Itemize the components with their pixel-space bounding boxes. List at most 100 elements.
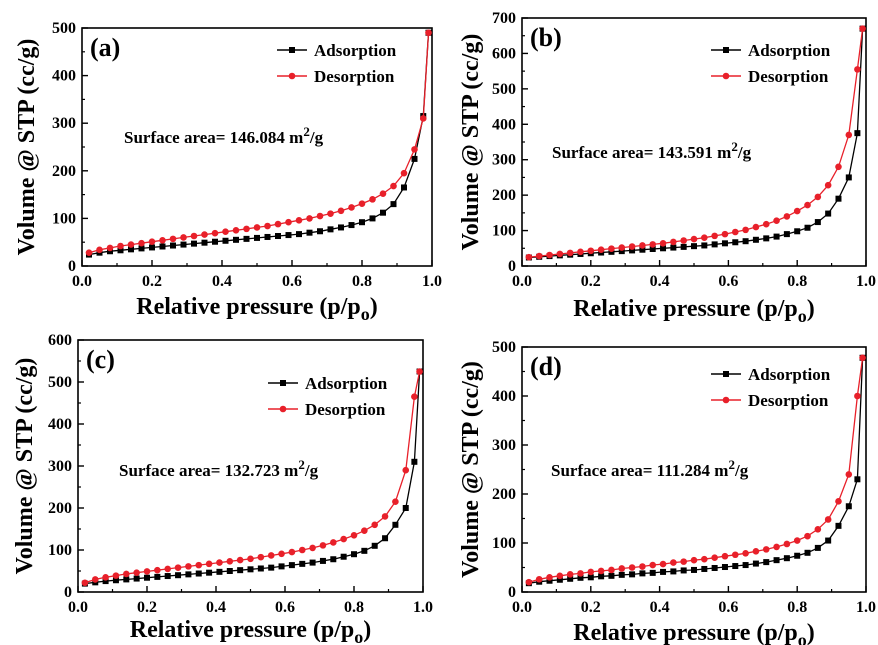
panel-a-adsorption-series-point xyxy=(317,228,323,235)
panel-d-desorption-series-point xyxy=(587,568,595,576)
panel-c-label: (c) xyxy=(86,345,115,374)
panel-b-adsorption-series-point xyxy=(804,224,811,231)
panel-c-x-tick-label: 0.8 xyxy=(344,599,364,616)
panel-c-legend-swatch-marker xyxy=(280,380,286,386)
panel-a-desorption-series-point xyxy=(148,238,156,246)
panel-b-y-tick-label: 300 xyxy=(492,152,516,169)
panel-d-desorption-series-point xyxy=(793,537,801,544)
panel-b-desorption-series-point xyxy=(597,246,605,254)
panel-a-adsorption-series-point xyxy=(401,184,407,191)
panel-a-y-tick-label: 200 xyxy=(52,163,76,180)
panel-d-adsorption-series-line xyxy=(528,357,864,584)
panel-d: 0.0 0.2 0.4 0.6 0.8 1.0 0 100 200 300 400 500 Adsorp… xyxy=(458,339,876,645)
panel-d-desorption-series-point xyxy=(670,559,677,566)
panel-c-desorption-series-point xyxy=(91,576,99,583)
panel-d-adsorption-series-point xyxy=(577,574,584,581)
panel-a-x-tick-label: 0.0 xyxy=(72,273,92,290)
panel-a-adsorption-series-point xyxy=(107,248,113,255)
panel-c-desorption-series-point xyxy=(330,539,337,546)
panel-c-legend-label: Desorption xyxy=(305,400,386,419)
panel-c-y-tick-label: 100 xyxy=(48,542,72,559)
panel-d-desorption-series-point xyxy=(773,543,780,551)
panel-c-desorption-series-line xyxy=(84,371,421,584)
panel-a-y-tick-label: 0 xyxy=(68,258,76,275)
panel-b-legend-adsorption: Adsorption xyxy=(711,41,831,60)
panel-d-adsorption-series-point xyxy=(845,503,852,510)
panel-a-legend-swatch-marker xyxy=(289,47,295,53)
panel-c-desorption-series-point xyxy=(288,548,296,556)
panel-b-adsorption-series-point xyxy=(814,219,821,226)
panel-c-desorption-series-point xyxy=(112,572,120,579)
panel-d-x-tick-label: 0.4 xyxy=(650,599,670,616)
panel-a-annotation-tail: /g xyxy=(309,128,324,147)
panel-c-y-tick-label: 0 xyxy=(64,584,72,601)
panel-a-desorption-series-point xyxy=(201,231,208,238)
panel-b-desorption-series-point xyxy=(608,245,615,252)
panel-d-desorption-series-point xyxy=(680,558,687,565)
panel-b-legend-desorption: Desorption xyxy=(711,67,829,86)
panel-c-desorption-series-point xyxy=(247,555,254,563)
panel-c-adsorption-series-point xyxy=(268,564,275,571)
panel-c-adsorption-series-point xyxy=(112,577,119,584)
panel-a-adsorption-series-point xyxy=(254,234,260,241)
panel-d-adsorption-series-point xyxy=(691,566,697,573)
panel-d-legend-adsorption: Adsorption xyxy=(711,365,831,384)
panel-d-adsorption-series-point xyxy=(742,562,749,569)
panel-c-desorption-series-point xyxy=(185,563,192,570)
panel-d-adsorption-series-point xyxy=(711,564,718,571)
panel-c-y-tick-label: 200 xyxy=(48,500,72,517)
panel-c-adsorption-series-point xyxy=(402,505,409,511)
panel-a-desorption-series-point xyxy=(96,246,103,254)
panel-c-y-tick-label: 400 xyxy=(48,416,72,433)
panel-d-legend-desorption: Desorption xyxy=(711,391,829,410)
panel-b-x-tick-label: 0.0 xyxy=(512,273,532,290)
panel-c-y-tick-label: 300 xyxy=(48,458,72,475)
panel-b-x-tick-label: 0.6 xyxy=(718,273,738,290)
panel-c-legend-adsorption: Adsorption xyxy=(268,374,388,393)
panel-b-adsorption-series-point xyxy=(660,245,667,252)
panel-a-adsorption-series-point xyxy=(180,241,187,248)
panel-c-adsorption-series-point xyxy=(195,570,202,577)
panel-d-desorption-series-point xyxy=(608,566,615,574)
panel-c-desorption-series-point xyxy=(216,559,223,566)
panel-b-desorption-series-point xyxy=(835,163,842,171)
panel-a-desorption-series-point xyxy=(169,235,177,243)
panel-b-adsorption-series-line xyxy=(528,28,864,259)
panel-d-desorption-series-point xyxy=(711,554,718,561)
panel-a-desorption-series-point xyxy=(106,244,114,252)
panel-b-legend-swatch-marker xyxy=(723,47,729,53)
panel-a-y-tick-label: 400 xyxy=(52,68,76,85)
panel-b-legend-label: Desorption xyxy=(748,67,829,86)
panel-d-y-tick-label: 0 xyxy=(508,584,516,601)
panel-c-legend-label: Adsorption xyxy=(305,374,388,393)
panel-d-y-tick-label: 300 xyxy=(492,437,516,454)
panel-a-desorption-series-point xyxy=(379,190,387,197)
panel-a-adsorption-series-point xyxy=(296,231,302,238)
panel-a-desorption-series-point xyxy=(295,217,303,224)
panel-d-y-tick-label: 500 xyxy=(492,339,516,356)
panel-b-adsorption-series-point xyxy=(845,174,852,181)
panel-a-legend-label: Desorption xyxy=(314,67,395,86)
panel-a-desorption-series-point xyxy=(411,146,418,153)
panel-d-desorption-series-point xyxy=(835,498,842,505)
panel-a-desorption-series-point xyxy=(159,236,166,244)
panel-b-desorption-series-point xyxy=(690,235,698,243)
panel-b-label: (b) xyxy=(530,23,562,52)
panel-b-desorption-series-point xyxy=(701,234,708,241)
panel-d-adsorption-series-point xyxy=(639,570,646,577)
panel-b-adsorption-series-point xyxy=(618,248,625,255)
panel-c-desorption-series-point xyxy=(195,561,203,569)
panel-a-legend-desorption: Desorption xyxy=(277,67,395,86)
panel-b-adsorption-series-point xyxy=(763,235,770,242)
panel-b-x-axis-label-text: Relative pressure (p/p xyxy=(573,296,797,322)
panel-c-adsorption-series-point xyxy=(133,575,140,582)
panel-d-desorption-series-point xyxy=(628,564,636,571)
panel-c-x-axis-label-close: ) xyxy=(363,617,371,643)
panel-a-adsorption-series-point xyxy=(170,242,176,249)
panel-c-desorption-series-point xyxy=(267,552,275,559)
panel-d-desorption-series-point xyxy=(762,546,770,553)
panel-b-desorption-series-point xyxy=(793,207,801,215)
panel-b-desorption-series-line xyxy=(528,28,864,258)
panel-b: 0.0 0.2 0.4 0.6 0.8 1.0 0 100 200 300 400 500 600 700… xyxy=(458,10,876,326)
panel-a-x-tick-label: 1.0 xyxy=(422,273,442,290)
